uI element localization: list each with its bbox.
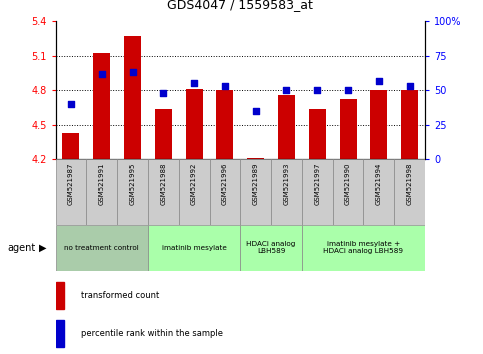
Text: imatinib mesylate +
HDACi analog LBH589: imatinib mesylate + HDACi analog LBH589 bbox=[324, 241, 403, 254]
Bar bbox=[124, 36, 141, 159]
Text: GSM521997: GSM521997 bbox=[314, 162, 320, 205]
Bar bbox=[240, 159, 271, 225]
Bar bbox=[340, 99, 356, 159]
Point bbox=[221, 83, 229, 89]
Bar bbox=[302, 159, 333, 225]
Text: GSM521996: GSM521996 bbox=[222, 162, 228, 205]
Point bbox=[128, 69, 136, 75]
Point bbox=[67, 101, 75, 107]
Text: GDS4047 / 1559583_at: GDS4047 / 1559583_at bbox=[167, 0, 313, 11]
Bar bbox=[56, 320, 64, 347]
Text: ▶: ▶ bbox=[39, 243, 46, 253]
Point bbox=[252, 108, 259, 114]
Point bbox=[283, 87, 290, 93]
Point bbox=[344, 87, 352, 93]
Text: GSM521991: GSM521991 bbox=[99, 162, 105, 205]
Bar bbox=[240, 225, 302, 271]
Bar bbox=[364, 159, 394, 225]
Bar bbox=[56, 159, 86, 225]
Text: GSM521988: GSM521988 bbox=[160, 162, 166, 205]
Text: no treatment control: no treatment control bbox=[64, 245, 139, 251]
Point bbox=[159, 90, 167, 96]
Point bbox=[406, 83, 413, 89]
Text: percentile rank within the sample: percentile rank within the sample bbox=[82, 329, 224, 338]
Text: transformed count: transformed count bbox=[82, 291, 160, 300]
Text: GSM521998: GSM521998 bbox=[407, 162, 412, 205]
Point bbox=[375, 78, 383, 84]
Text: HDACi analog
LBH589: HDACi analog LBH589 bbox=[246, 241, 296, 254]
Text: imatinib mesylate: imatinib mesylate bbox=[162, 245, 227, 251]
Text: GSM521989: GSM521989 bbox=[253, 162, 259, 205]
Bar bbox=[155, 109, 172, 159]
Bar bbox=[93, 53, 110, 159]
Bar bbox=[185, 89, 202, 159]
Bar bbox=[148, 225, 241, 271]
Text: GSM521990: GSM521990 bbox=[345, 162, 351, 205]
Point bbox=[190, 80, 198, 86]
Bar bbox=[86, 159, 117, 225]
Bar bbox=[148, 159, 179, 225]
Point bbox=[313, 87, 321, 93]
Text: GSM521987: GSM521987 bbox=[68, 162, 74, 205]
Bar bbox=[401, 90, 418, 159]
Bar bbox=[62, 133, 79, 159]
Bar bbox=[302, 225, 425, 271]
Bar bbox=[278, 95, 295, 159]
Bar bbox=[333, 159, 364, 225]
Bar bbox=[394, 159, 425, 225]
Bar bbox=[117, 159, 148, 225]
Bar bbox=[309, 109, 326, 159]
Point bbox=[98, 71, 106, 76]
Text: agent: agent bbox=[7, 243, 35, 253]
Text: GSM521992: GSM521992 bbox=[191, 162, 197, 205]
Text: GSM521995: GSM521995 bbox=[129, 162, 136, 205]
Bar bbox=[216, 90, 233, 159]
Bar bbox=[271, 159, 302, 225]
Bar bbox=[247, 158, 264, 159]
Bar bbox=[210, 159, 240, 225]
Bar bbox=[370, 90, 387, 159]
Text: GSM521993: GSM521993 bbox=[284, 162, 289, 205]
Bar bbox=[179, 159, 210, 225]
Bar bbox=[56, 225, 148, 271]
Text: GSM521994: GSM521994 bbox=[376, 162, 382, 205]
Bar bbox=[56, 282, 64, 309]
